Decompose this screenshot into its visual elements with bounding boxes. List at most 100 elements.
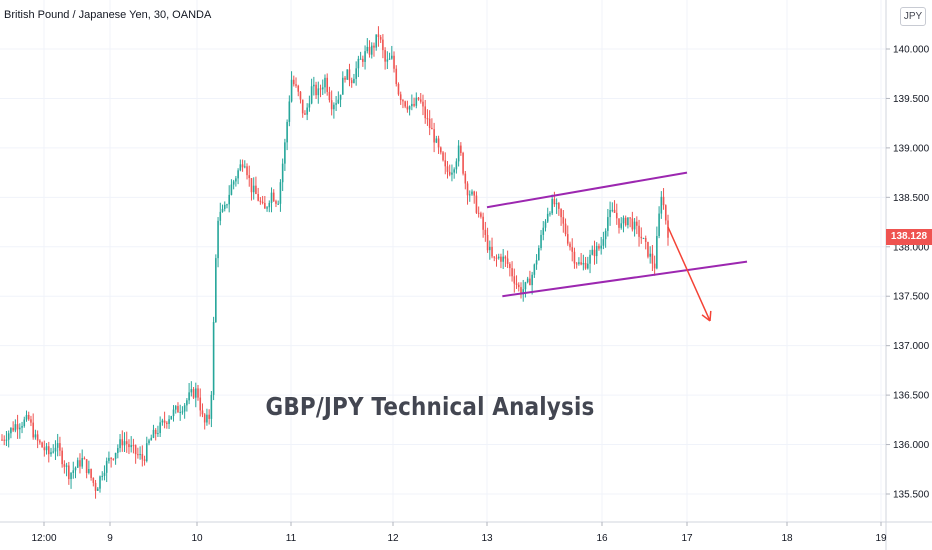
candle <box>431 118 433 130</box>
candle <box>339 94 342 108</box>
candle <box>428 110 431 136</box>
channel-line-lower[interactable] <box>502 260 748 298</box>
candle <box>495 254 498 267</box>
candle <box>223 201 226 212</box>
candle <box>326 73 329 96</box>
candle <box>502 249 504 270</box>
y-tick-label: 135.500 <box>893 490 930 501</box>
candle <box>174 405 177 414</box>
y-tick-label: 138.500 <box>893 193 930 204</box>
candle <box>12 421 14 433</box>
candle <box>56 433 59 457</box>
candle <box>105 457 108 483</box>
candle <box>308 95 311 112</box>
candle <box>313 76 315 96</box>
candle <box>101 471 104 481</box>
candle <box>455 158 458 174</box>
candle <box>16 414 19 439</box>
candle <box>651 245 654 272</box>
x-tick-label: 13 <box>481 533 493 544</box>
candle <box>404 100 406 109</box>
x-tick-label: 19 <box>875 533 887 544</box>
candle <box>237 168 239 185</box>
candle <box>578 257 580 266</box>
candle <box>259 197 262 205</box>
candle <box>413 97 415 108</box>
candle <box>172 405 175 422</box>
candle <box>61 447 63 468</box>
candle <box>411 94 413 111</box>
candles <box>1 26 669 499</box>
down-arrow[interactable] <box>667 226 712 322</box>
candle <box>192 387 195 399</box>
candle <box>121 430 124 452</box>
candle <box>110 457 112 468</box>
candle <box>368 40 371 58</box>
candle <box>638 219 640 247</box>
candle <box>286 119 288 151</box>
candle <box>627 217 629 229</box>
candle <box>68 461 70 485</box>
candle <box>560 208 562 226</box>
candle <box>653 255 656 276</box>
candle <box>21 421 23 434</box>
channel-line-upper[interactable] <box>486 171 688 209</box>
candle <box>5 431 8 447</box>
candle <box>159 416 161 437</box>
candle <box>395 65 398 87</box>
candle <box>379 34 382 44</box>
candle <box>529 270 531 286</box>
candle <box>636 216 638 235</box>
candle <box>482 212 484 238</box>
candle <box>544 219 547 232</box>
candle <box>440 146 442 155</box>
candle <box>203 413 206 430</box>
candle <box>600 236 602 255</box>
candle <box>399 91 402 105</box>
y-tick-label: 136.500 <box>893 391 930 402</box>
candle <box>330 90 333 116</box>
candle <box>611 202 614 213</box>
candle <box>199 388 202 417</box>
candle <box>281 158 284 192</box>
candle <box>667 214 669 246</box>
candle <box>170 415 173 420</box>
candle <box>39 439 41 445</box>
candle <box>226 203 228 209</box>
candle <box>382 34 384 59</box>
candle <box>190 381 193 397</box>
candle <box>538 245 540 261</box>
candle <box>7 430 10 448</box>
chart-annotation: GBP/JPY Technical Analysis <box>265 392 595 421</box>
candle <box>388 52 391 60</box>
candle <box>25 410 28 422</box>
candle <box>591 245 594 256</box>
candle <box>201 403 204 418</box>
candle <box>275 199 277 208</box>
candle <box>43 440 46 457</box>
candle <box>524 281 527 298</box>
candle <box>297 84 300 97</box>
candle <box>468 190 471 202</box>
candle <box>359 51 362 60</box>
candle <box>292 75 295 87</box>
candle <box>520 282 522 299</box>
x-tick-label: 12:00 <box>31 533 56 544</box>
candle <box>79 453 81 474</box>
candle <box>88 460 90 475</box>
candle <box>241 159 244 172</box>
candle <box>252 177 255 200</box>
candle <box>206 408 208 426</box>
candle <box>239 159 242 172</box>
candle <box>457 140 460 167</box>
candle <box>531 271 533 295</box>
candle <box>649 246 651 264</box>
candle <box>582 254 585 271</box>
candle <box>92 477 95 487</box>
candle <box>76 457 79 468</box>
candle <box>435 135 438 144</box>
grid <box>0 0 886 522</box>
currency-badge[interactable]: JPY <box>900 7 926 26</box>
candle <box>317 81 320 104</box>
